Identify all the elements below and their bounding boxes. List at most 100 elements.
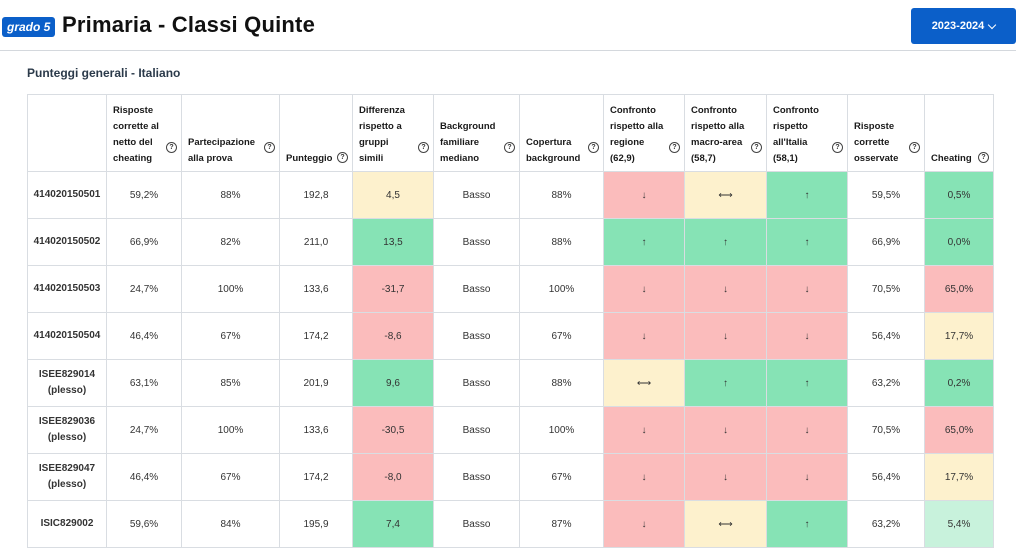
help-icon[interactable]: ? — [832, 142, 843, 153]
page-header: grado 5 Primaria - Classi Quinte 2023-20… — [0, 0, 1024, 50]
cell-differenza: -8,0 — [352, 453, 434, 501]
section-title: Punteggi generali - Italiano — [27, 66, 181, 80]
results-table: Risposte corrette al netto del cheating?… — [27, 94, 994, 548]
cell-confronto-regione: ↓ — [603, 406, 685, 454]
header-differenza: Differenza rispetto a gruppi simili? — [352, 94, 434, 172]
cell-confronto-macroarea: ↓ — [684, 406, 767, 454]
cell-confronto-regione: ⟷ — [603, 359, 685, 407]
table-row: ISIC829002 59,6% 84% 195,9 7,4 Basso 87%… — [27, 500, 994, 548]
header-punteggio: Punteggio? — [279, 94, 353, 172]
cell-confronto-italia: ↑ — [766, 500, 848, 548]
cell-punteggio: 174,2 — [279, 312, 353, 360]
cell-background: Basso — [433, 171, 520, 219]
cell-copertura: 88% — [519, 171, 604, 219]
cell-punteggio: 192,8 — [279, 171, 353, 219]
cell-copertura: 88% — [519, 359, 604, 407]
cell-cheating: 17,7% — [924, 312, 994, 360]
cell-background: Basso — [433, 453, 520, 501]
cell-punteggio: 133,6 — [279, 406, 353, 454]
year-select-button[interactable]: 2023-2024 — [911, 8, 1016, 44]
cell-corrette-osservate: 70,5% — [847, 406, 925, 454]
cell-copertura: 67% — [519, 312, 604, 360]
cell-partecipazione: 67% — [181, 453, 280, 501]
school-code: 414020150504 — [27, 312, 107, 360]
cell-confronto-italia: ↑ — [766, 171, 848, 219]
table-row: ISEE829047 (plesso) 46,4% 67% 174,2 -8,0… — [27, 453, 994, 501]
help-icon[interactable]: ? — [264, 142, 275, 153]
cell-copertura: 100% — [519, 406, 604, 454]
cell-confronto-macroarea: ↓ — [684, 453, 767, 501]
cell-cheating: 17,7% — [924, 453, 994, 501]
school-code: ISEE829047 (plesso) — [27, 453, 107, 501]
help-icon[interactable]: ? — [978, 152, 989, 163]
cell-confronto-regione: ↓ — [603, 312, 685, 360]
cell-confronto-regione: ↑ — [603, 218, 685, 266]
cell-cheating: 65,0% — [924, 406, 994, 454]
cell-differenza: 4,5 — [352, 171, 434, 219]
cell-cheating: 65,0% — [924, 265, 994, 313]
cell-corrette-osservate: 56,4% — [847, 453, 925, 501]
cell-copertura: 67% — [519, 453, 604, 501]
cell-partecipazione: 100% — [181, 406, 280, 454]
year-label: 2023-2024 — [931, 20, 985, 32]
cell-confronto-regione: ↓ — [603, 265, 685, 313]
cell-background: Basso — [433, 265, 520, 313]
cell-corrette-netto: 59,6% — [106, 500, 182, 548]
cell-punteggio: 201,9 — [279, 359, 353, 407]
school-code: 414020150502 — [27, 218, 107, 266]
cell-confronto-macroarea: ↑ — [684, 359, 767, 407]
cell-corrette-osservate: 56,4% — [847, 312, 925, 360]
cell-differenza: 13,5 — [352, 218, 434, 266]
cell-corrette-osservate: 59,5% — [847, 171, 925, 219]
cell-confronto-italia: ↓ — [766, 453, 848, 501]
help-icon[interactable]: ? — [418, 142, 429, 153]
cell-confronto-macroarea: ⟷ — [684, 171, 767, 219]
header-cheating: Cheating? — [924, 94, 994, 172]
header-confronto-regione: Confronto rispetto alla regione (62,9)? — [603, 94, 685, 172]
help-icon[interactable]: ? — [751, 142, 762, 153]
cell-cheating: 0,5% — [924, 171, 994, 219]
cell-differenza: -30,5 — [352, 406, 434, 454]
cell-differenza: 7,4 — [352, 500, 434, 548]
cell-cheating: 0,0% — [924, 218, 994, 266]
header-corrette-osservate: Risposte corrette osservate? — [847, 94, 925, 172]
cell-confronto-italia: ↓ — [766, 265, 848, 313]
cell-background: Basso — [433, 359, 520, 407]
table-row: 414020150504 46,4% 67% 174,2 -8,6 Basso … — [27, 312, 994, 360]
cell-background: Basso — [433, 406, 520, 454]
help-icon[interactable]: ? — [669, 142, 680, 153]
cell-partecipazione: 82% — [181, 218, 280, 266]
header-school — [27, 94, 107, 172]
help-icon[interactable]: ? — [588, 142, 599, 153]
help-icon[interactable]: ? — [909, 142, 920, 153]
cell-punteggio: 133,6 — [279, 265, 353, 313]
cell-corrette-netto: 46,4% — [106, 312, 182, 360]
cell-corrette-netto: 24,7% — [106, 406, 182, 454]
cell-corrette-netto: 63,1% — [106, 359, 182, 407]
cell-confronto-regione: ↓ — [603, 171, 685, 219]
cell-confronto-regione: ↓ — [603, 500, 685, 548]
cell-cheating: 0,2% — [924, 359, 994, 407]
header-corrette-netto: Risposte corrette al netto del cheating? — [106, 94, 182, 172]
cell-confronto-macroarea: ↓ — [684, 312, 767, 360]
cell-confronto-regione: ↓ — [603, 453, 685, 501]
cell-differenza: 9,6 — [352, 359, 434, 407]
cell-partecipazione: 100% — [181, 265, 280, 313]
cell-corrette-netto: 24,7% — [106, 265, 182, 313]
cell-differenza: -31,7 — [352, 265, 434, 313]
cell-corrette-osservate: 63,2% — [847, 500, 925, 548]
cell-differenza: -8,6 — [352, 312, 434, 360]
cell-corrette-netto: 46,4% — [106, 453, 182, 501]
cell-confronto-italia: ↑ — [766, 359, 848, 407]
cell-partecipazione: 67% — [181, 312, 280, 360]
table-row: 414020150501 59,2% 88% 192,8 4,5 Basso 8… — [27, 171, 994, 219]
cell-corrette-osservate: 70,5% — [847, 265, 925, 313]
help-icon[interactable]: ? — [166, 142, 177, 153]
header-partecipazione: Partecipazione alla prova? — [181, 94, 280, 172]
cell-corrette-osservate: 63,2% — [847, 359, 925, 407]
help-icon[interactable]: ? — [337, 152, 348, 163]
help-icon[interactable]: ? — [504, 142, 515, 153]
cell-copertura: 88% — [519, 218, 604, 266]
cell-confronto-italia: ↓ — [766, 312, 848, 360]
school-code: ISEE829014 (plesso) — [27, 359, 107, 407]
